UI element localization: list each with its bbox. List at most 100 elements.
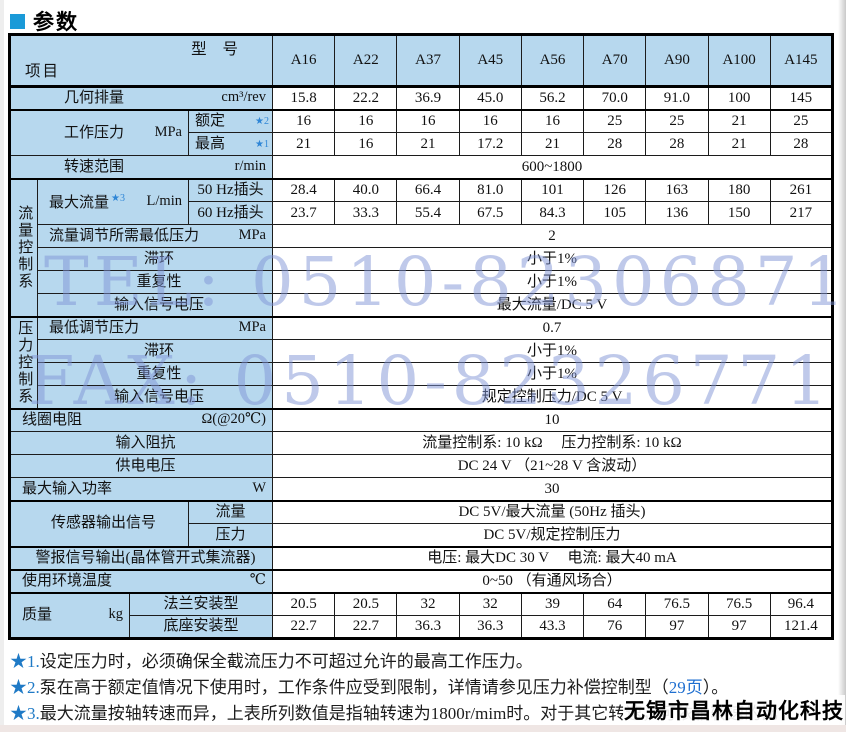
table-cell: 22.2 — [334, 86, 398, 111]
model-header: A145 — [769, 34, 834, 88]
table-cell-span: DC 24 V （21~28 V 含波动） — [272, 454, 833, 478]
sub-label-rated: 额定 ★2 — [188, 109, 273, 133]
row-label-displacement: 几何排量 cm³/rev — [9, 86, 273, 111]
footnote-3: ★3.最大流量按轴转速而异，上表所列数值是指轴转速为1800r/mim时。对于其… — [10, 704, 779, 723]
table-cell-span: 30 — [272, 477, 833, 502]
table-cell: 101 — [520, 177, 585, 202]
row-label-repeatability: 重复性 — [37, 362, 273, 386]
row-label-ambient-temperature: 使用环境温度 ℃ — [9, 569, 273, 594]
sub-label-50hz: 50 Hz插头 — [188, 177, 273, 202]
table-cell-span: 小于1% — [272, 247, 833, 271]
table-row: 几何排量 cm³/rev 15.8 22.2 36.9 45.0 56.2 70.… — [9, 86, 834, 111]
row-label-max-flow: 最大流量 ★3 L/min — [37, 177, 189, 225]
table-cell: 136 — [645, 201, 709, 225]
table-cell: 23.7 — [271, 201, 336, 225]
model-header: A45 — [458, 34, 522, 88]
table-cell: 22.7 — [271, 615, 336, 639]
model-header: A37 — [396, 34, 460, 88]
table-cell: 21 — [707, 109, 771, 133]
corner-model-label: 型 号 — [191, 41, 244, 58]
corner-cell: 型 号 项目 — [9, 34, 273, 88]
table-row: 60 Hz插头 23.7 33.3 55.4 67.5 84.3 105 136… — [10, 201, 834, 225]
page-edge-left — [0, 0, 4, 732]
table-cell: 22.7 — [334, 615, 398, 639]
table-cell: 16 — [396, 109, 460, 133]
table-cell: 70.0 — [583, 86, 647, 111]
sub-label-flange-mount: 法兰安装型 — [129, 591, 273, 616]
footnote-marker: ★1. — [10, 652, 40, 671]
row-label-supply-voltage: 供电电压 — [9, 454, 273, 478]
page-edge-bottom — [0, 725, 846, 732]
table-cell: 64 — [583, 591, 647, 616]
footnote-marker: ★2. — [10, 678, 40, 697]
page-title: 参数 — [10, 6, 79, 36]
row-label-sensor-output: 传感器输出信号 — [9, 499, 189, 547]
table-row: 质量 kg 法兰安装型 20.5 20.5 32 32 39 64 76.5 76… — [9, 591, 834, 639]
table-cell: 105 — [583, 201, 647, 225]
row-label-max-input-power: 最大输入功率 W — [9, 477, 273, 502]
row-label-alarm-output: 警报信号输出(晶体管开式集流器) — [9, 545, 273, 571]
sub-label-pressure: 压力 — [188, 523, 273, 548]
table-cell: 16 — [520, 109, 585, 133]
spec-table: 型 号 项目 A16 A22 A37 A45 A56 A70 A90 A100 … — [8, 33, 834, 640]
table-row: 工作压力 MPa 额定 ★2 16 16 16 16 16 25 25 21 25 — [9, 109, 834, 156]
table-cell: 21 — [520, 132, 585, 156]
footnote-star-ref: ★1 — [255, 138, 269, 150]
footnote-1: ★1.设定压力时，必须确保全截流压力不可超过允许的最高工作压力。 — [10, 652, 533, 671]
table-row: 重复性 小于1% — [10, 362, 833, 386]
table-row: 重复性 小于1% — [10, 270, 833, 294]
table-row: 传感器输出信号 流量 DC 5V/最大流量 (50Hz 插头) — [9, 499, 833, 547]
footnotes: ★1.设定压力时，必须确保全截流压力不可超过允许的最高工作压力。 ★2.泵在高于… — [10, 649, 778, 727]
table-cell: 16 — [458, 109, 522, 133]
table-cell: 28 — [583, 132, 647, 156]
table-cell-span: 流量控制系: 10 kΩ 压力控制系: 10 kΩ — [272, 431, 833, 455]
table-row: 压力 DC 5V/规定控制压力 — [10, 523, 833, 548]
table-cell: 21 — [707, 132, 771, 156]
table-cell: 66.4 — [396, 177, 460, 202]
model-header: A90 — [645, 34, 709, 88]
table-cell-span: 10 — [272, 407, 833, 432]
table-cell: 15.8 — [271, 86, 336, 111]
footnote-star-ref: ★3 — [111, 192, 125, 204]
table-cell: 25 — [645, 109, 709, 133]
table-cell: 25 — [769, 109, 834, 133]
table-cell: 39 — [520, 591, 585, 616]
model-header: A70 — [583, 34, 647, 88]
table-cell: 76.5 — [707, 591, 771, 616]
table-cell-span: DC 5V/规定控制压力 — [272, 523, 833, 548]
row-label-input-signal: 输入信号电压 — [37, 385, 273, 410]
table-cell-span: 0.7 — [272, 315, 833, 340]
table-cell: 67.5 — [458, 201, 522, 225]
table-cell-span: 2 — [272, 224, 833, 248]
row-label-working-pressure: 工作压力 MPa — [9, 109, 189, 156]
table-cell: 36.9 — [396, 86, 460, 111]
table-cell: 55.4 — [396, 201, 460, 225]
sub-label-max: 最高 ★1 — [188, 132, 273, 156]
table-cell: 180 — [707, 177, 771, 202]
table-cell: 33.3 — [334, 201, 398, 225]
section-marker-icon — [10, 13, 25, 29]
table-cell: 145 — [769, 86, 834, 111]
table-cell: 21 — [271, 132, 336, 156]
footnote-marker: ★3. — [10, 704, 40, 723]
table-cell: 32 — [458, 591, 522, 616]
page-ref-link[interactable]: 29页 — [668, 678, 703, 697]
table-cell: 28.4 — [271, 177, 336, 202]
model-header: A22 — [334, 34, 398, 88]
table-row: 底座安装型 22.7 22.7 36.3 36.3 43.3 76 97 97 … — [10, 615, 834, 639]
table-row: 转速范围 r/min 600~1800 — [9, 155, 833, 180]
table-cell: 20.5 — [334, 591, 398, 616]
table-cell: 84.3 — [520, 201, 585, 225]
table-cell: 217 — [769, 201, 834, 225]
row-label-hysteresis: 滞环 — [37, 247, 273, 271]
table-cell: 126 — [583, 177, 647, 202]
table-row: 压力控制系 最低调节压力 MPa 0.7 — [9, 315, 833, 409]
table-cell-span: 600~1800 — [272, 155, 833, 180]
table-row: 最大输入功率 W 30 — [9, 477, 833, 502]
table-cell: 43.3 — [520, 615, 585, 639]
sub-label-base-mount: 底座安装型 — [129, 615, 273, 639]
table-row: 输入信号电压 规定控制压力/DC 5 V — [10, 385, 833, 410]
table-cell-span: 0~50 （有通风场合） — [272, 569, 833, 594]
company-overlay: 无锡市昌林自动化科技 — [623, 695, 845, 725]
table-cell: 16 — [334, 132, 398, 156]
